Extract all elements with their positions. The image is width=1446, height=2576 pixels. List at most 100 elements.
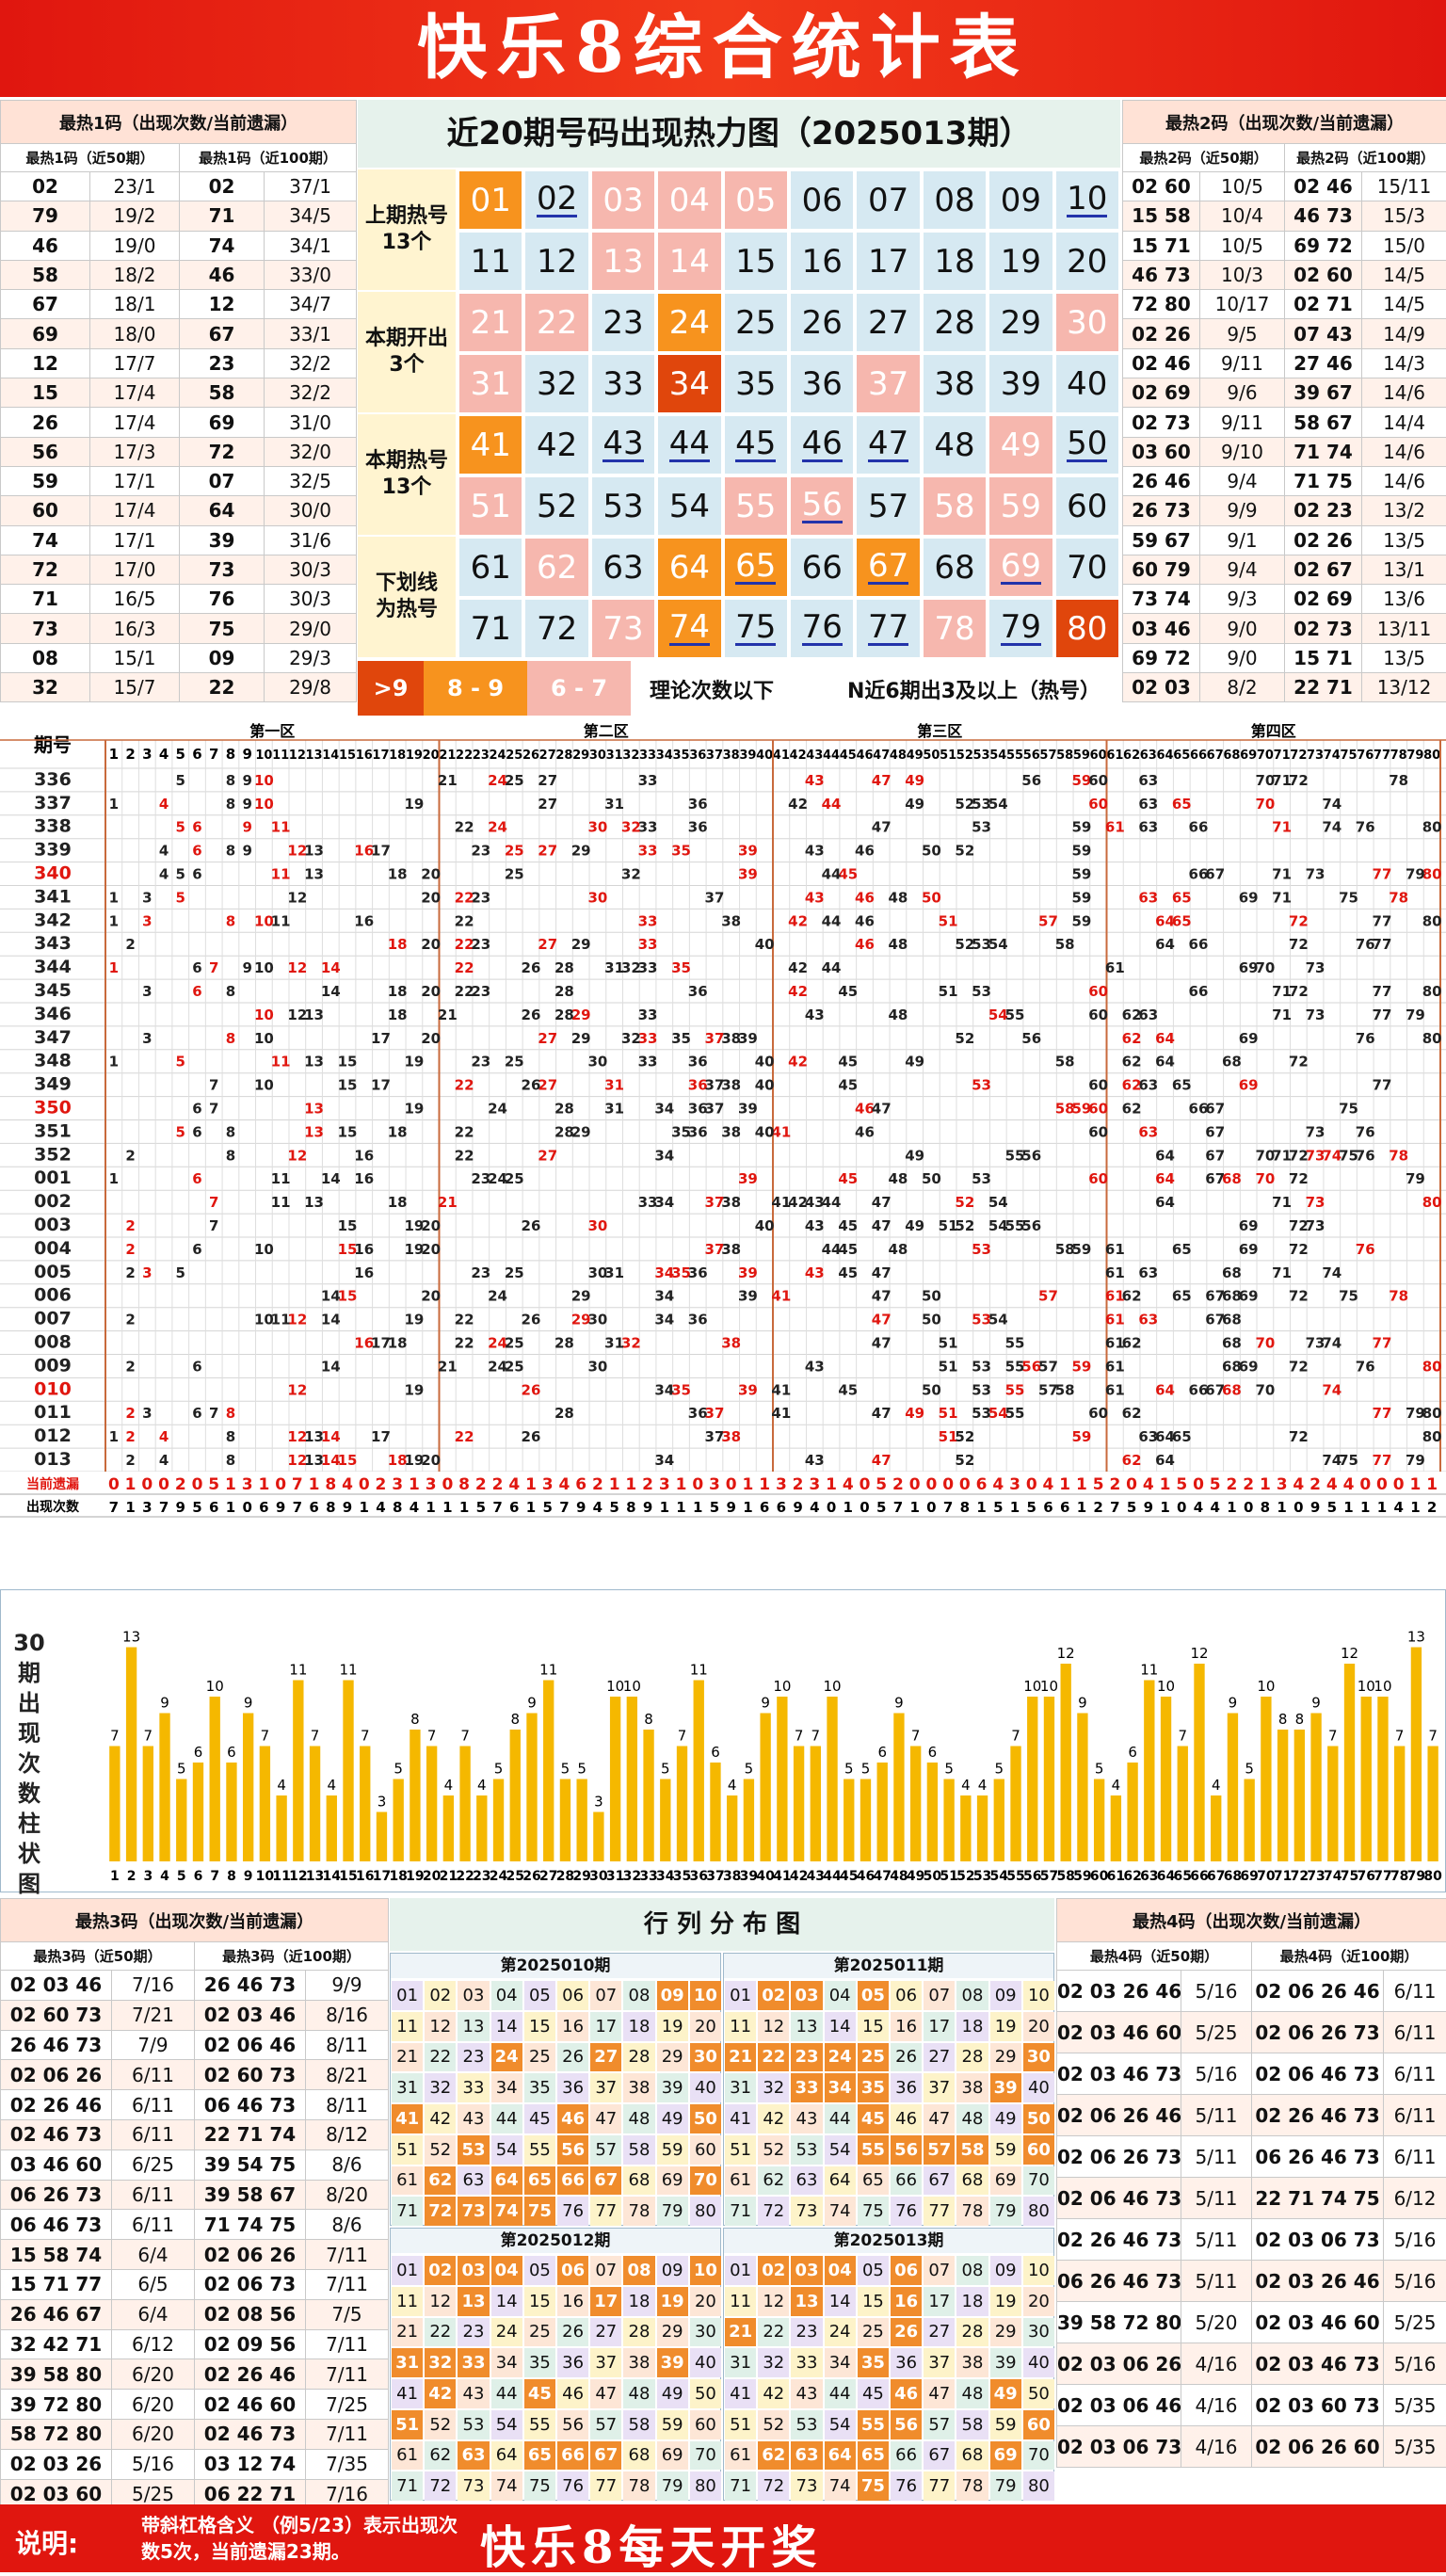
bar-axis-label: 36 xyxy=(689,1869,707,1884)
bar-value: 5 xyxy=(995,1761,1004,1778)
bar-axis-label: 41 xyxy=(773,1869,791,1884)
bar xyxy=(1411,1648,1422,1862)
bar-axis-label: 59 xyxy=(1073,1869,1091,1884)
count-value: 8 xyxy=(393,1499,402,1516)
rowcol-cell: 04 xyxy=(825,1981,856,2010)
draw-number: 10 xyxy=(254,959,274,976)
rowcol-cell: 38 xyxy=(956,2348,988,2377)
draw-number: 6 xyxy=(192,819,201,836)
hot1-cell: 02 xyxy=(180,172,265,201)
hot1-cell: 37/1 xyxy=(265,172,357,201)
bar xyxy=(777,1697,787,1861)
rowcol-cell: 22 xyxy=(758,2318,789,2347)
bar xyxy=(694,1681,704,1862)
hot3-cell: 02 09 56 xyxy=(195,2329,306,2359)
miss-value: 1 xyxy=(1076,1475,1087,1494)
rowcol-cell: 40 xyxy=(1023,2348,1054,2377)
heat-cell: 46 xyxy=(791,416,853,474)
rowcol-cell: 20 xyxy=(690,2287,721,2316)
draw-number: 70 xyxy=(1255,1335,1275,1352)
hot2-cell: 9/5 xyxy=(1200,319,1285,348)
hot1-cell: 18/1 xyxy=(90,290,180,319)
miss-value: 2 xyxy=(475,1475,487,1494)
rowcol-cell: 17 xyxy=(924,2287,955,2316)
rowcol-cell: 13 xyxy=(791,2012,822,2041)
rowcol-panel-title: 第2025013期 xyxy=(724,2229,1053,2253)
rowcol-cell: 51 xyxy=(725,2135,756,2165)
rowcol-cell: 21 xyxy=(392,2043,423,2072)
num-header: 38 xyxy=(723,749,740,763)
bar xyxy=(310,1747,320,1862)
count-value: 9 xyxy=(793,1499,802,1516)
miss-value: 8 xyxy=(458,1475,470,1494)
hot2-cell: 71 75 xyxy=(1285,466,1362,495)
rowcol-cell: 55 xyxy=(858,2135,889,2165)
draw-number: 52 xyxy=(955,843,974,860)
draw-number: 73 xyxy=(1306,959,1326,976)
heat-cell: 68 xyxy=(924,539,986,596)
count-value: 1 xyxy=(660,1499,669,1516)
num-header: 3 xyxy=(142,746,152,763)
hot4-cell: 5/11 xyxy=(1181,2219,1252,2261)
heat-number: 20 xyxy=(1067,243,1107,281)
miss-value: 1 xyxy=(1409,1475,1421,1494)
draw-number: 28 xyxy=(554,1101,574,1118)
heat-number: 27 xyxy=(868,304,908,342)
draw-number: 47 xyxy=(872,1101,892,1118)
rowcol-cell: 36 xyxy=(891,2348,922,2377)
count-value: 1 xyxy=(976,1499,986,1516)
draw-number: 34 xyxy=(654,1452,674,1469)
draw-number: 20 xyxy=(421,866,441,883)
rowcol-cell: 34 xyxy=(491,2073,522,2102)
heat-number: 73 xyxy=(602,610,643,648)
draw-number: 41 xyxy=(771,1405,791,1422)
count-value: 7 xyxy=(109,1499,119,1516)
num-header: 39 xyxy=(739,749,756,763)
draw-number: 29 xyxy=(571,1123,591,1140)
bar-value: 6 xyxy=(928,1744,938,1761)
bar-value: 6 xyxy=(227,1744,236,1761)
count-value: 3 xyxy=(142,1499,152,1516)
num-header: 18 xyxy=(389,749,406,763)
rowcol-cell: 60 xyxy=(690,2135,721,2165)
heat-cell: 21 xyxy=(459,294,522,351)
bar-value: 7 xyxy=(811,1728,821,1745)
hot2-cell: 39 67 xyxy=(1285,378,1362,408)
hot4-cell: 02 03 26 46 xyxy=(1252,2261,1384,2302)
draw-number: 59 xyxy=(1071,843,1091,860)
rowcol-cell: 47 xyxy=(924,2104,955,2133)
rowcol-cell: 12 xyxy=(758,2012,789,2041)
draw-number: 62 xyxy=(1122,1077,1142,1094)
heat-number: 61 xyxy=(471,549,511,587)
draw-number: 40 xyxy=(755,936,775,953)
hot2-cell: 02 46 xyxy=(1285,172,1362,201)
draw-number: 77 xyxy=(1373,1405,1392,1422)
bar-axis-label: 65 xyxy=(1174,1869,1192,1884)
draw-number: 17 xyxy=(371,1428,391,1445)
hot3-cell: 02 06 26 xyxy=(1,2060,112,2090)
rowcol-cell: 39 xyxy=(990,2348,1021,2377)
draw-number: 22 xyxy=(455,1335,474,1352)
draw-number: 34 xyxy=(654,1147,674,1164)
draw-number: 26 xyxy=(522,1381,541,1398)
heat-number: 10 xyxy=(1067,183,1107,217)
miss-value: 0 xyxy=(942,1475,954,1494)
draw-number: 13 xyxy=(304,1123,324,1140)
draw-number: 21 xyxy=(438,772,458,789)
hot4-cell: 6/12 xyxy=(1384,2178,1446,2219)
rowcol-panel-title: 第2025011期 xyxy=(724,1954,1053,1978)
rowcol-cell: 77 xyxy=(924,2197,955,2226)
num-header: 4 xyxy=(159,746,169,763)
num-header: 73 xyxy=(1307,749,1324,763)
draw-number: 7 xyxy=(209,1101,218,1118)
hot2-cell: 02 26 xyxy=(1123,319,1200,348)
num-header: 58 xyxy=(1056,749,1073,763)
rowcol-cell: 79 xyxy=(990,2471,1021,2501)
bar-axis-label: 66 xyxy=(1190,1869,1208,1884)
num-header: 36 xyxy=(689,749,706,763)
hot3-cell: 6/5 xyxy=(112,2269,195,2299)
draw-number: 65 xyxy=(1172,912,1192,929)
